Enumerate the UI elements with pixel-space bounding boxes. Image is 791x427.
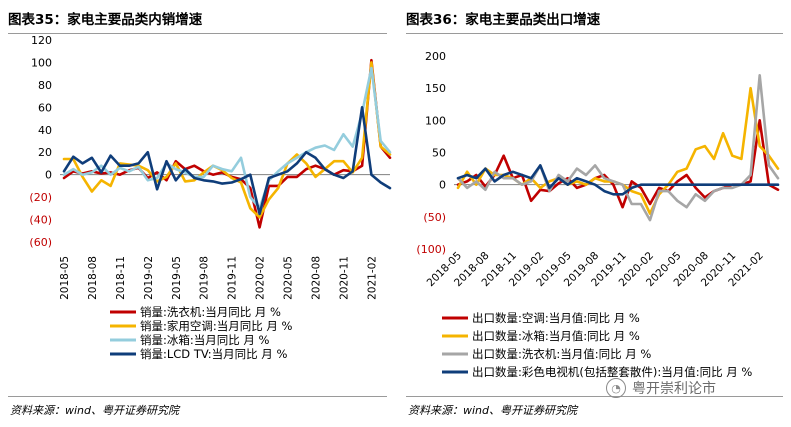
x-tick-label: 2021-02 (366, 256, 378, 300)
legend-label: 出口数量:洗衣机:当月值:同比 月 % (472, 347, 651, 361)
y-tick-label: (40) (29, 214, 52, 227)
watermark-text: 粤开崇利论市 (632, 381, 716, 397)
x-tick-label: 2020-05 (283, 256, 295, 300)
title-divider (8, 33, 387, 34)
series-line (456, 73, 780, 222)
source-divider (406, 396, 783, 397)
x-tick-label: 2018-08 (87, 256, 99, 300)
right-chart-panel: 图表36：家电主要品类出口增速 (100) (50) 0 50 100 150 200 201… (398, 0, 791, 427)
legend-label: 销量:冰箱:当月同比 月 % (140, 333, 270, 347)
x-tick-label: 2019-08 (199, 256, 211, 300)
domestic-sales-growth-chart: (60) (40) (20) 0 20 40 60 80 100 120 2018-05 2018-0… (29, 34, 392, 361)
y-tick-label: 0 (45, 169, 52, 182)
series-line (62, 58, 392, 229)
y-tick-label: (50) (423, 211, 446, 224)
series-line (62, 61, 392, 219)
y-tick-label: (60) (29, 236, 52, 249)
y-tick-label: 100 (425, 114, 446, 127)
x-tick-label: 2020-02 (255, 256, 267, 300)
legend-label: 销量:家用空调:当月同比 月 % (140, 319, 293, 333)
chart-title: 图表36：家电主要品类出口增速 (406, 12, 601, 28)
x-tick-label: 2019-11 (227, 256, 239, 300)
y-tick-label: (20) (29, 191, 52, 204)
x-tick-label: 2018-05 (59, 256, 71, 300)
y-tick-label: 200 (425, 50, 446, 63)
left-chart-panel: 图表35：家电主要品类内销增速 (60) (40) (20) 0 20 40 60 80 100… (0, 0, 395, 427)
y-tick-label: 50 (432, 147, 446, 160)
y-tick-label: 150 (425, 82, 446, 95)
x-tick-label: 2018-11 (115, 256, 127, 300)
watermark: ◔ 粤开崇利论市 (606, 376, 716, 400)
y-tick-label: 20 (38, 146, 52, 159)
source-divider (8, 396, 387, 397)
legend-label: 销量:LCD TV:当月同比 月 % (140, 347, 287, 361)
x-tick-label: 2020-08 (310, 256, 322, 300)
series-line (456, 164, 780, 196)
x-tick-label: 2019-02 (143, 256, 155, 300)
legend-label: 出口数量:空调:当月值:同比 月 % (472, 311, 640, 325)
y-tick-label: 0 (439, 179, 446, 192)
series-line (62, 66, 392, 210)
y-tick-label: 60 (38, 101, 52, 114)
legend-label: 出口数量:冰箱:当月值:同比 月 % (472, 329, 640, 343)
y-tick-label: 100 (31, 56, 52, 69)
y-tick-label: (100) (416, 243, 446, 256)
export-growth-chart: (100)(50)0501001502002018-052018-082018-… (416, 50, 780, 379)
wechat-icon: ◔ (606, 378, 626, 398)
y-tick-label: 80 (38, 79, 52, 92)
series-line (62, 106, 392, 216)
source-note: 资料来源：wind、粤开证券研究院 (408, 404, 578, 417)
y-tick-label: 40 (38, 124, 52, 137)
legend-label: 销量:洗衣机:当月同比 月 % (140, 305, 281, 319)
x-tick-label: 2020-11 (338, 256, 350, 300)
chart-title: 图表35：家电主要品类内销增速 (8, 12, 203, 28)
y-tick-label: 120 (31, 34, 52, 47)
legend-label: 出口数量:彩色电视机(包括整套散件):当月值:同比 月 % (472, 365, 752, 379)
source-note: 资料来源：wind、粤开证券研究院 (10, 404, 180, 417)
x-tick-label: 2019-05 (171, 256, 183, 300)
title-divider (406, 33, 783, 34)
